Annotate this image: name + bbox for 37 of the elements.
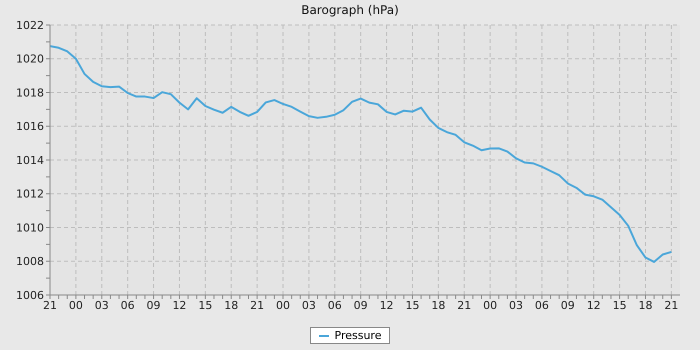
y-tick-label: 1016 [16,120,44,134]
x-tick-label: 21 [664,298,678,312]
legend-label: Pressure [334,329,382,342]
y-tick-label: 1012 [16,188,44,201]
x-tick-label: 15 [612,298,627,312]
x-tick-label: 12 [380,298,394,312]
x-tick-label: 00 [276,298,290,312]
x-tick-label: 09 [560,298,575,312]
x-tick-label: 09 [146,298,161,312]
x-tick-label: 06 [328,298,342,312]
y-tick-label: 1022 [16,18,44,32]
y-tick-label: 1008 [16,255,44,268]
x-tick-label: 18 [431,298,446,312]
y-tick-label: 1014 [16,154,44,167]
y-tick-label: 1006 [16,288,44,302]
line-series [50,45,672,263]
y-tick-label: 1010 [16,221,44,234]
x-tick-label: 18 [638,298,652,312]
x-tick-label: 15 [198,298,212,312]
x-tick-label: 18 [224,298,238,312]
x-tick-label: 03 [94,298,109,312]
y-tick-label: 1018 [16,86,44,100]
x-tick-label: 12 [586,298,601,312]
x-tick-label: 21 [250,298,264,312]
x-tick-label: 15 [405,298,420,312]
x-tick-label: 00 [68,298,83,312]
x-tick-label: 21 [457,298,472,312]
x-tick-label: 00 [483,298,498,312]
x-tick-label: 06 [120,298,135,312]
y-tick-label: 1020 [16,52,44,66]
x-tick-label: 06 [534,298,549,312]
x-tick-label: 12 [172,298,186,312]
x-tick-label: 03 [509,298,524,312]
chart-title: Barograph (hPa) [300,2,400,17]
x-tick-label: 03 [302,298,316,312]
x-tick-label: 09 [354,298,368,312]
x-tick-label: 21 [43,298,57,312]
